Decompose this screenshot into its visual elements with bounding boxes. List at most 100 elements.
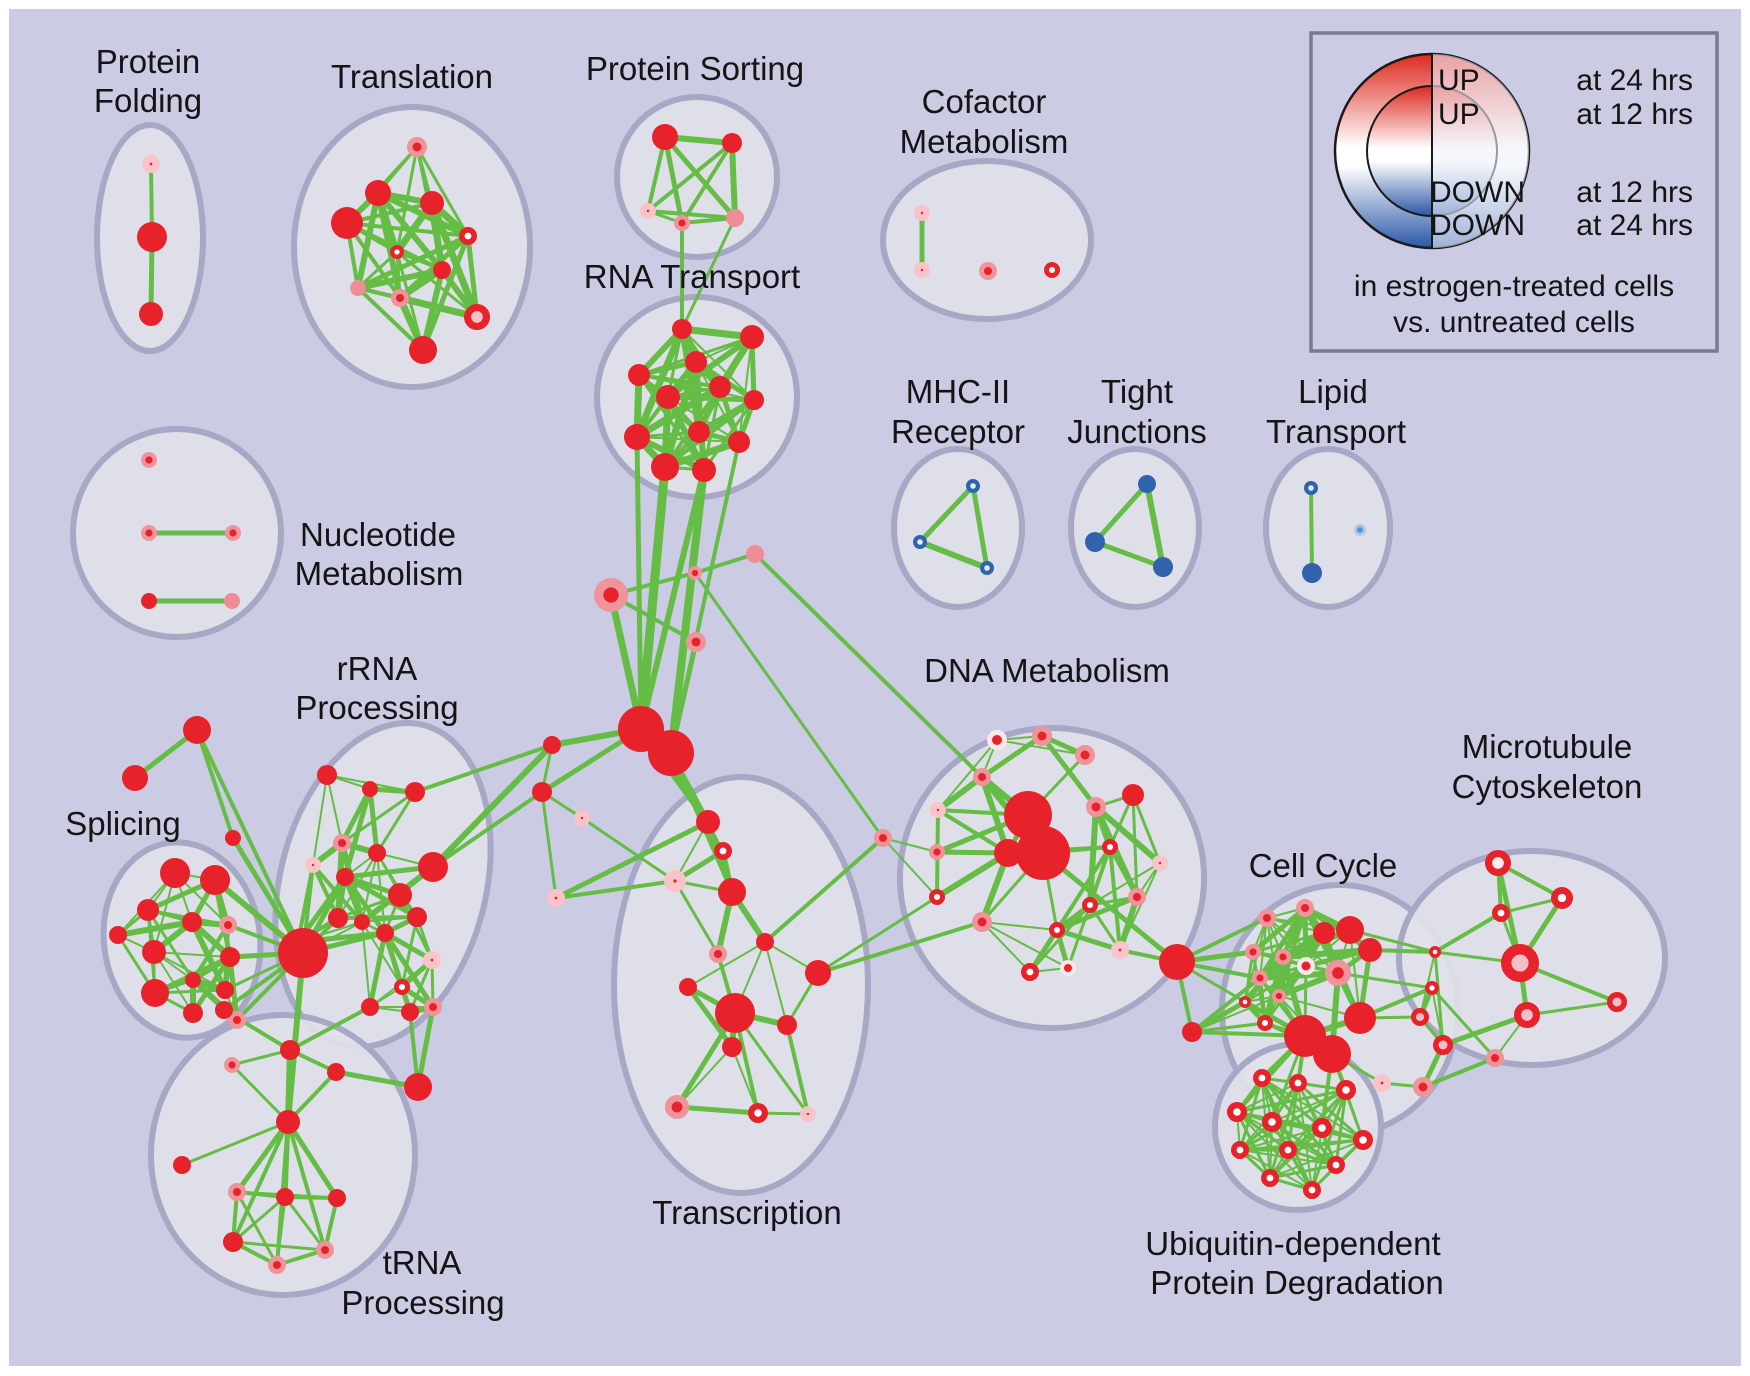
node bbox=[914, 261, 931, 278]
node bbox=[805, 960, 831, 986]
node bbox=[278, 928, 328, 978]
edge bbox=[673, 880, 720, 955]
cluster-label-splicing: Splicing bbox=[65, 805, 181, 842]
edge bbox=[285, 1120, 340, 1200]
node bbox=[464, 304, 491, 331]
edge bbox=[1260, 1077, 1338, 1166]
edge bbox=[981, 921, 1031, 973]
edge bbox=[1117, 896, 1140, 951]
node bbox=[276, 1110, 300, 1134]
node bbox=[1433, 1035, 1453, 1055]
node bbox=[1551, 886, 1574, 909]
legend-down-12-side: DOWN bbox=[1430, 176, 1525, 209]
edge bbox=[414, 743, 553, 794]
node bbox=[223, 1056, 240, 1073]
edge bbox=[970, 485, 990, 569]
edge bbox=[1056, 927, 1121, 953]
node bbox=[1372, 1073, 1391, 1092]
node bbox=[1127, 887, 1146, 906]
edge bbox=[235, 1191, 279, 1266]
edge bbox=[817, 895, 938, 975]
cluster-label-lipid-transport-line2: Transport bbox=[1266, 413, 1406, 450]
node bbox=[109, 926, 127, 944]
cluster-nodes-protein-sorting bbox=[640, 124, 744, 231]
edge bbox=[343, 874, 419, 920]
node bbox=[304, 857, 321, 874]
cluster-label-nucleotide-metabolism-line1: Nucleotide bbox=[300, 516, 456, 553]
node bbox=[224, 593, 240, 609]
edge bbox=[1094, 804, 1162, 866]
node bbox=[628, 364, 650, 386]
edge bbox=[356, 250, 399, 290]
edge bbox=[996, 739, 1086, 756]
node bbox=[687, 565, 702, 580]
node bbox=[423, 951, 442, 970]
edge bbox=[817, 920, 983, 975]
node bbox=[137, 222, 167, 252]
cluster-label-protein-folding-line1: Protein bbox=[96, 43, 201, 80]
cluster-nodes-microtubule-cytoskeleton bbox=[1372, 850, 1627, 1097]
cluster-nodes-rrna-processing bbox=[278, 765, 448, 1021]
legend-up-12-time: at 12 hrs bbox=[1576, 98, 1693, 131]
edge bbox=[399, 294, 478, 321]
cluster-label-trna-processing-line2: Processing bbox=[341, 1284, 504, 1321]
cluster-ellipses bbox=[70, 94, 1668, 1298]
node bbox=[1122, 784, 1144, 806]
edge bbox=[647, 209, 736, 220]
node bbox=[746, 545, 764, 563]
node bbox=[268, 1255, 287, 1274]
cluster-label-rna-transport: RNA Transport bbox=[584, 258, 800, 295]
legend: UP at 24 hrs UP at 12 hrs DOWN at 12 hrs… bbox=[1309, 31, 1719, 353]
edge bbox=[1337, 971, 1433, 990]
legend-down-12-time: at 12 hrs bbox=[1576, 176, 1693, 209]
edge bbox=[581, 816, 676, 883]
legend-up-24-time: at 24 hrs bbox=[1576, 64, 1693, 97]
node bbox=[728, 431, 750, 453]
node bbox=[928, 888, 945, 905]
node bbox=[1110, 941, 1129, 960]
cluster-nodes-protein-folding bbox=[137, 154, 167, 326]
node bbox=[1303, 481, 1318, 496]
node bbox=[777, 1015, 797, 1035]
node bbox=[672, 319, 692, 339]
node bbox=[532, 782, 552, 802]
node bbox=[930, 802, 947, 819]
node bbox=[280, 1040, 300, 1060]
node bbox=[1352, 1129, 1373, 1150]
edge bbox=[636, 466, 670, 730]
edge bbox=[1028, 903, 1092, 974]
edge bbox=[1108, 846, 1122, 951]
node bbox=[220, 947, 240, 967]
edge bbox=[693, 572, 885, 839]
cluster-ellipse-cofactor-metabolism bbox=[880, 158, 1094, 322]
edge bbox=[1087, 806, 1099, 906]
node bbox=[228, 1010, 247, 1029]
edge bbox=[341, 790, 416, 845]
node bbox=[1251, 970, 1268, 987]
edge bbox=[375, 791, 417, 854]
edge bbox=[1239, 1127, 1323, 1151]
node bbox=[744, 390, 764, 410]
edge bbox=[408, 959, 434, 1013]
edge bbox=[667, 469, 708, 754]
edge bbox=[1526, 1000, 1618, 1017]
edge bbox=[633, 327, 686, 439]
edge bbox=[357, 267, 443, 291]
node bbox=[1238, 995, 1251, 1008]
edge bbox=[702, 399, 756, 471]
node bbox=[276, 1188, 294, 1206]
edge bbox=[289, 1005, 371, 1052]
node bbox=[219, 915, 238, 934]
edge bbox=[687, 941, 766, 988]
node bbox=[696, 810, 720, 834]
edge bbox=[1430, 986, 1497, 1060]
node bbox=[327, 1063, 345, 1081]
node bbox=[418, 852, 448, 882]
legend-pale-half-icon bbox=[1432, 54, 1529, 248]
node bbox=[722, 133, 742, 153]
node bbox=[1048, 921, 1065, 938]
cluster-label-tight-junctions-line2: Junctions bbox=[1067, 413, 1206, 450]
node bbox=[1279, 1141, 1298, 1160]
node bbox=[648, 730, 694, 776]
